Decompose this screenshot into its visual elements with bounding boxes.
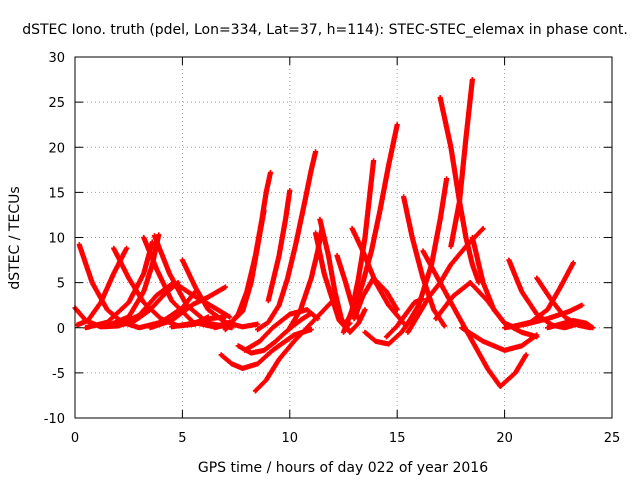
y-tick-label: 0: [57, 322, 65, 337]
series-markers: [265, 188, 293, 304]
y-tick-label: 15: [48, 186, 65, 201]
y-axis-label: dSTEC / TECUs: [7, 186, 23, 289]
series-arc-44: [545, 317, 596, 331]
x-tick-label: 20: [496, 431, 513, 446]
series-arc-43: [502, 302, 585, 331]
series-markers: [179, 257, 261, 330]
series-markers: [545, 317, 596, 331]
series-markers: [343, 122, 400, 326]
series-arc-12: [169, 314, 228, 330]
series-markers: [405, 176, 450, 326]
series-arc-36: [448, 77, 475, 250]
series-arc-19: [255, 149, 319, 333]
series-arc-20: [265, 188, 293, 304]
series-arc-18: [252, 298, 336, 394]
series-markers: [74, 245, 130, 328]
y-tick-label: -5: [52, 367, 65, 382]
y-tick-label: 20: [48, 141, 65, 156]
data-series: [72, 77, 596, 394]
series-arc-23: [317, 216, 368, 335]
series-arc-26: [343, 122, 400, 326]
x-tick-label: 15: [389, 431, 406, 446]
axis-ticks: 0 5 10 15 20 25 -10 -5 0 5 10 15 20 25 30: [44, 51, 621, 446]
y-tick-label: 5: [57, 277, 65, 292]
series-markers: [351, 275, 400, 322]
y-tick-label: -10: [44, 412, 65, 427]
series-arc-39: [459, 325, 540, 353]
series-arc-11: [179, 257, 261, 330]
series-arc-15: [212, 207, 267, 331]
x-tick-label: 25: [604, 431, 621, 446]
series-markers: [317, 216, 368, 335]
chart-title: dSTEC Iono. truth (pdel, Lon=334, Lat=37…: [22, 22, 628, 38]
series-arc-3: [74, 245, 130, 328]
y-tick-label: 10: [48, 232, 65, 247]
y-tick-label: 30: [48, 51, 65, 66]
series-markers: [169, 314, 228, 330]
x-axis-label: GPS time / hours of day 022 of year 2016: [198, 460, 488, 476]
series-markers: [448, 77, 475, 250]
series-arc-32: [405, 176, 450, 326]
y-tick-label: 25: [48, 96, 65, 111]
x-tick-label: 10: [282, 431, 299, 446]
series-markers: [252, 298, 336, 394]
series-markers: [459, 325, 540, 353]
x-tick-label: 0: [71, 431, 79, 446]
series-markers: [212, 207, 267, 331]
series-markers: [255, 149, 319, 333]
series-arc-28: [351, 275, 400, 322]
x-tick-label: 5: [178, 431, 186, 446]
series-markers: [502, 302, 585, 331]
